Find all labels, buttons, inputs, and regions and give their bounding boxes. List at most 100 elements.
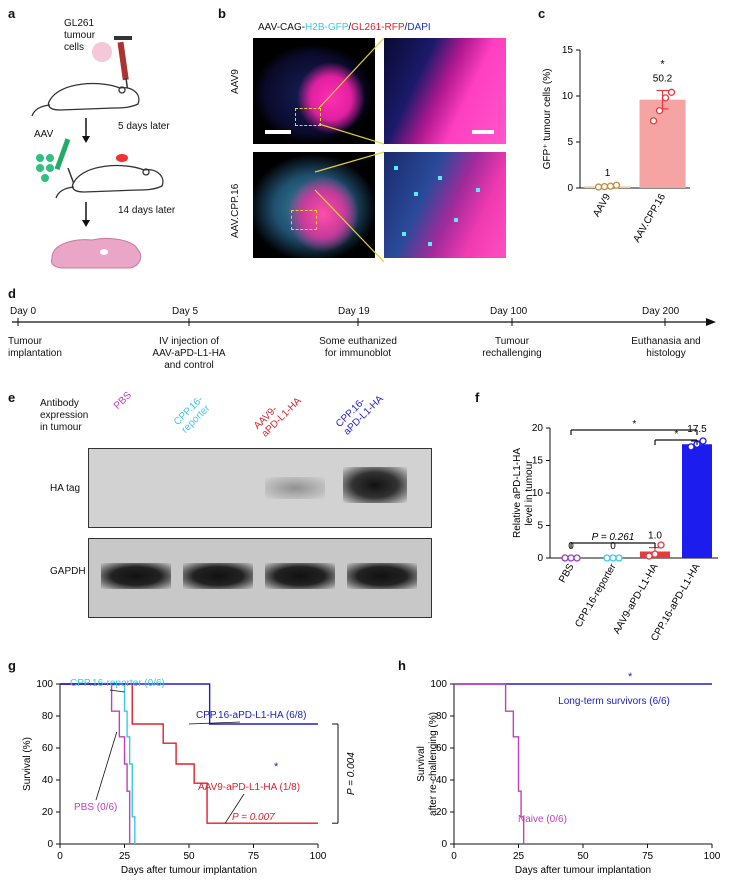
series-line	[60, 683, 131, 844]
significance-mark: *	[274, 761, 279, 773]
syringe-2-icon	[54, 138, 75, 185]
data-point	[651, 550, 659, 558]
title-part-5: DAPI	[407, 22, 431, 33]
tumour-cells-label: GL261 tumour cells	[64, 18, 96, 53]
data-point	[609, 554, 617, 562]
series-line	[60, 683, 318, 725]
data-point	[606, 182, 615, 190]
x-tick-label: 75	[642, 851, 654, 862]
y-axis-label: Relative aPD-L1-HAlevel in tumour	[512, 448, 535, 538]
milestone-2-desc: Some euthanized for immunoblot	[319, 336, 397, 359]
x-tick-label: 50	[577, 851, 589, 862]
chart-h: 0 20 40 60 80 100 0 25 50 75 100 Days after tumour …	[416, 671, 721, 876]
milestone-1-day: Day 5	[172, 306, 199, 317]
significance-mark: *	[628, 671, 633, 683]
blot-ha-tag	[88, 448, 432, 528]
y-tick-label: 100	[430, 679, 447, 690]
milestone-2-day: Day 19	[338, 306, 370, 317]
data-label: 17.5	[687, 424, 707, 435]
legend-label: Long-term survivors (6/6)	[558, 696, 670, 707]
data-label: 0	[610, 541, 616, 552]
blot2-label: GAPDH	[50, 566, 86, 577]
milestone-3-day: Day 100	[490, 306, 528, 317]
mouse-1-icon	[31, 82, 140, 117]
micrograph-cpp16-high	[384, 152, 506, 258]
x-axis-label: Days after tumour implantation	[515, 865, 651, 876]
data-point	[615, 554, 623, 562]
bracket-label: *	[632, 419, 637, 430]
panel-label-g: g	[8, 658, 16, 673]
aav-particles-icon	[36, 154, 54, 182]
title-part-3: GL261-RFP	[351, 22, 405, 33]
legend-label: CPP.16-aPD-L1-HA (6/8)	[196, 710, 306, 721]
data-label: 50.2	[653, 73, 673, 84]
y-tick-label: 40	[436, 775, 448, 786]
x-tick-label: 0	[451, 851, 457, 862]
x-axis-label: Days after tumour implantation	[121, 865, 257, 876]
data-point	[649, 117, 658, 125]
mouse-schematic	[31, 36, 164, 269]
title-part-2: /	[348, 22, 352, 33]
bracket-label: P = 0.261	[592, 532, 635, 543]
data-point	[661, 94, 670, 102]
y-tick-label: 5	[537, 521, 543, 532]
blot1-label: HA tag	[50, 483, 81, 494]
title-part-4: /	[404, 22, 408, 33]
bar	[639, 99, 686, 188]
legend-label: CPP.16-reporter (0/6)	[70, 678, 165, 689]
data-point	[612, 181, 621, 189]
x-tick-label: 25	[513, 851, 525, 862]
x-tick-label: 50	[183, 851, 195, 862]
micrograph-aav9-low	[253, 38, 375, 144]
x-tick-label: CPP.16-aPD-L1-HA	[649, 562, 703, 640]
data-point	[657, 541, 665, 549]
leader-line	[95, 731, 118, 801]
chart-c: 0 5 10 15 GFP⁺ tumour cells (%) 1 AAV9 50.2 * AAV…	[542, 45, 690, 245]
leader-line	[109, 689, 125, 693]
x-tick-label: PBS	[557, 562, 577, 585]
milestone-0-day: Day 0	[10, 306, 37, 317]
panel-label-e: e	[8, 390, 16, 405]
legend-label: AAV9-aPD-L1-HA (1/8)	[198, 782, 300, 793]
cells-icon	[92, 42, 112, 62]
y-tick-label: 0	[441, 839, 447, 850]
y-tick-label: 60	[436, 743, 448, 754]
title-part-0: AAV-CAG-	[258, 22, 306, 33]
panel-label-c: c	[538, 6, 546, 21]
bar	[682, 444, 712, 558]
x-tick-label: 0	[57, 851, 63, 862]
y-tick-label: 80	[436, 711, 448, 722]
data-point	[573, 554, 581, 562]
panel-b-title: AAV-CAG-H2B-GFP/GL261-RFP/DAPI	[258, 22, 431, 33]
series-line	[60, 683, 136, 844]
y-tick-label: 100	[36, 679, 53, 690]
step-2-label: 14 days later	[118, 205, 176, 216]
y-tick-label: 60	[42, 743, 54, 754]
milestone-4-day: Day 200	[642, 306, 680, 317]
data-point	[645, 552, 653, 560]
p-value-label: P = 0.007	[232, 812, 275, 823]
y-axis-label: Survivalafter re-challenging (%)	[416, 712, 439, 816]
timeline	[12, 318, 716, 326]
chart-g: 0 20 40 60 80 100 0 25 50 75 100 Days after tumour …	[22, 678, 357, 876]
x-tick-label: AAV9-aPD-L1-HA	[611, 562, 660, 636]
series-line	[454, 683, 525, 844]
panel-label-d: d	[8, 286, 16, 301]
x-tick-label: 25	[119, 851, 131, 862]
micrograph-aav9-high	[384, 38, 506, 144]
panel-label-h: h	[398, 658, 406, 673]
blot-gapdh	[88, 538, 432, 618]
data-point	[655, 107, 664, 115]
chart-f: 0 5 10 15 20 Relative aPD-L1-HAlevel in tumou…	[512, 419, 718, 640]
legend-label: PBS (0/6)	[74, 802, 117, 813]
significance-mark: *	[660, 58, 665, 70]
data-label: 1.0	[648, 531, 662, 542]
y-tick-label: 10	[532, 488, 544, 499]
micrograph-cpp16-low	[253, 152, 375, 258]
x-tick-label: AAV.CPP.16	[631, 192, 668, 245]
x-tick-label: 100	[704, 851, 721, 862]
zoom-lines	[314, 38, 385, 263]
aav-label: AAV	[34, 129, 54, 140]
y-tick-label: 20	[532, 423, 544, 434]
milestone-1-desc: IV injection of AAV-aPD-L1-HA and contro…	[152, 336, 226, 371]
